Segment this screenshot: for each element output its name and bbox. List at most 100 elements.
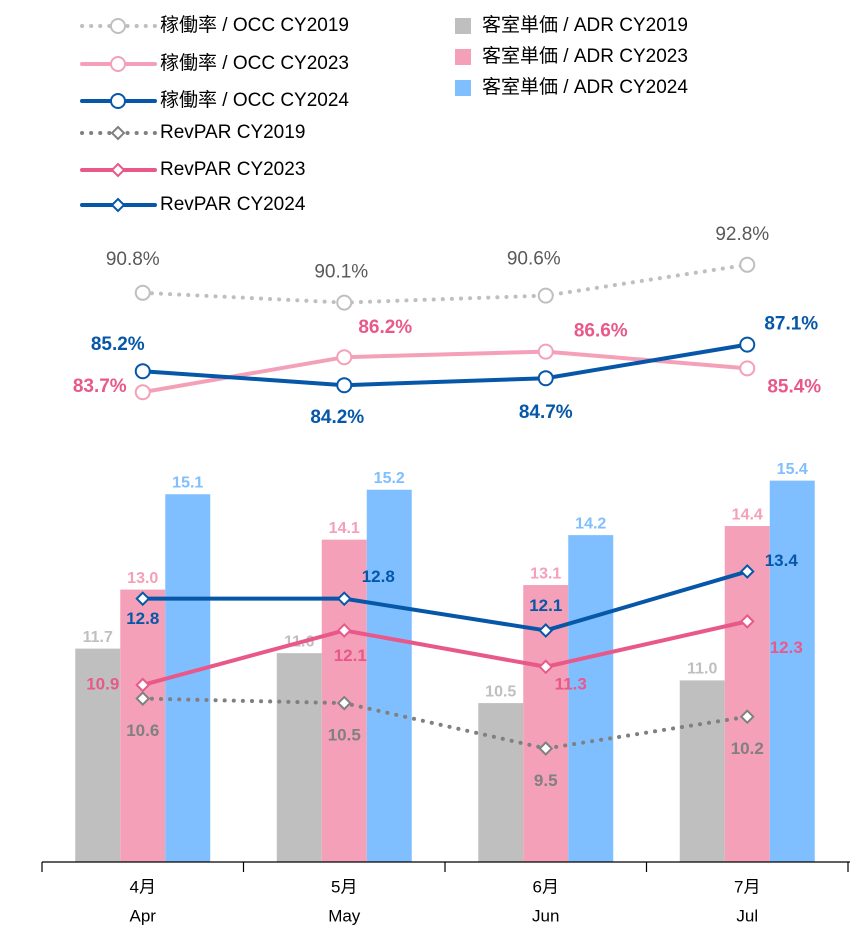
legend-swatch	[455, 18, 471, 34]
x-tick-label: Jun	[532, 906, 559, 925]
data-label: 90.8%	[106, 249, 160, 270]
legend-label: 客室単価 / ADR CY2024	[482, 76, 688, 98]
marker	[336, 695, 352, 711]
bar	[366, 489, 412, 862]
data-label: 12.1	[334, 646, 367, 665]
bar	[478, 703, 524, 862]
marker	[739, 336, 756, 353]
bar-label: 15.4	[777, 461, 808, 478]
data-label: 84.2%	[310, 407, 364, 428]
x-tick-label: May	[328, 906, 361, 925]
data-label: 12.8	[362, 567, 395, 586]
data-label: 84.7%	[519, 402, 573, 423]
marker	[135, 591, 151, 607]
x-tick-label: 7月	[734, 877, 760, 896]
legend-label: RevPAR CY2019	[160, 122, 305, 143]
x-tick-label: Apr	[130, 906, 157, 925]
marker	[110, 197, 126, 213]
marker	[110, 93, 126, 109]
line	[140, 569, 750, 633]
bar-label: 14.2	[575, 515, 606, 532]
line	[140, 262, 750, 305]
marker	[739, 564, 755, 579]
bar	[568, 535, 614, 862]
bar-label: 13.1	[530, 565, 561, 582]
bar-label: 15.2	[374, 470, 405, 487]
marker	[134, 363, 151, 380]
marker	[739, 360, 756, 377]
x-tick-label: 4月	[130, 877, 156, 896]
marker	[134, 384, 151, 401]
marker	[336, 377, 353, 394]
marker	[110, 18, 126, 34]
x-tick-label: 5月	[331, 877, 357, 896]
marker	[110, 162, 126, 178]
bar-label: 11.7	[83, 629, 113, 646]
data-label: 83.7%	[73, 376, 127, 397]
marker	[739, 256, 756, 273]
marker	[336, 294, 353, 311]
data-label: 12.8	[126, 609, 159, 628]
data-label: 10.9	[86, 674, 119, 693]
legend-label: 稼働率 / OCC CY2023	[160, 52, 349, 74]
line	[140, 619, 750, 687]
legend-label: 客室単価 / ADR CY2019	[482, 14, 688, 36]
legend-swatch	[455, 80, 471, 96]
bar-label: 14.4	[732, 506, 763, 523]
legend-label: RevPAR CY2024	[160, 194, 306, 215]
legend-swatch	[455, 49, 471, 65]
marker	[135, 677, 151, 693]
marker	[537, 287, 554, 304]
bar-label: 10.5	[485, 683, 516, 700]
bar	[724, 526, 770, 862]
data-label: 9.5	[534, 771, 558, 790]
bar-label: 11.0	[687, 661, 717, 678]
line	[140, 349, 750, 395]
marker	[538, 659, 554, 675]
data-label: 11.3	[555, 674, 587, 693]
marker	[537, 343, 554, 360]
data-label: 92.8%	[715, 224, 769, 245]
bar	[769, 480, 815, 862]
data-label: 10.2	[731, 739, 764, 758]
marker	[110, 125, 126, 141]
marker	[336, 623, 352, 638]
data-label: 90.6%	[507, 249, 561, 270]
x-tick-label: 6月	[533, 877, 559, 896]
data-label: 86.6%	[574, 321, 628, 342]
bar-label: 13.0	[127, 570, 158, 587]
data-label: 87.1%	[764, 314, 818, 335]
data-label: 86.2%	[358, 317, 412, 338]
line	[140, 696, 750, 751]
bar	[276, 653, 322, 862]
bar-label: 15.1	[172, 474, 203, 491]
marker	[739, 613, 755, 629]
legend-label: 客室単価 / ADR CY2023	[482, 45, 688, 67]
marker	[336, 591, 352, 607]
marker	[134, 284, 151, 301]
data-label: 85.4%	[767, 376, 821, 397]
marker	[538, 741, 554, 756]
bar	[75, 648, 121, 862]
data-label: 90.1%	[314, 262, 368, 283]
marker	[739, 709, 755, 725]
data-label: 12.3	[770, 638, 803, 657]
line	[140, 342, 750, 388]
marker	[135, 691, 151, 706]
data-label: 12.1	[529, 596, 562, 615]
marker	[336, 349, 353, 366]
bar-label: 14.1	[329, 520, 360, 537]
legend-label: 稼働率 / OCC CY2024	[160, 89, 349, 111]
data-label: 10.6	[126, 721, 159, 740]
legend-label: RevPAR CY2023	[160, 159, 305, 180]
x-tick-label: Jul	[736, 906, 758, 925]
data-label: 85.2%	[91, 334, 145, 355]
data-label: 13.4	[765, 551, 799, 570]
bar	[679, 680, 725, 862]
legend-label: 稼働率 / OCC CY2019	[160, 14, 349, 36]
data-label: 10.5	[328, 726, 361, 745]
marker	[537, 370, 554, 387]
marker	[110, 56, 126, 72]
marker	[538, 623, 554, 638]
